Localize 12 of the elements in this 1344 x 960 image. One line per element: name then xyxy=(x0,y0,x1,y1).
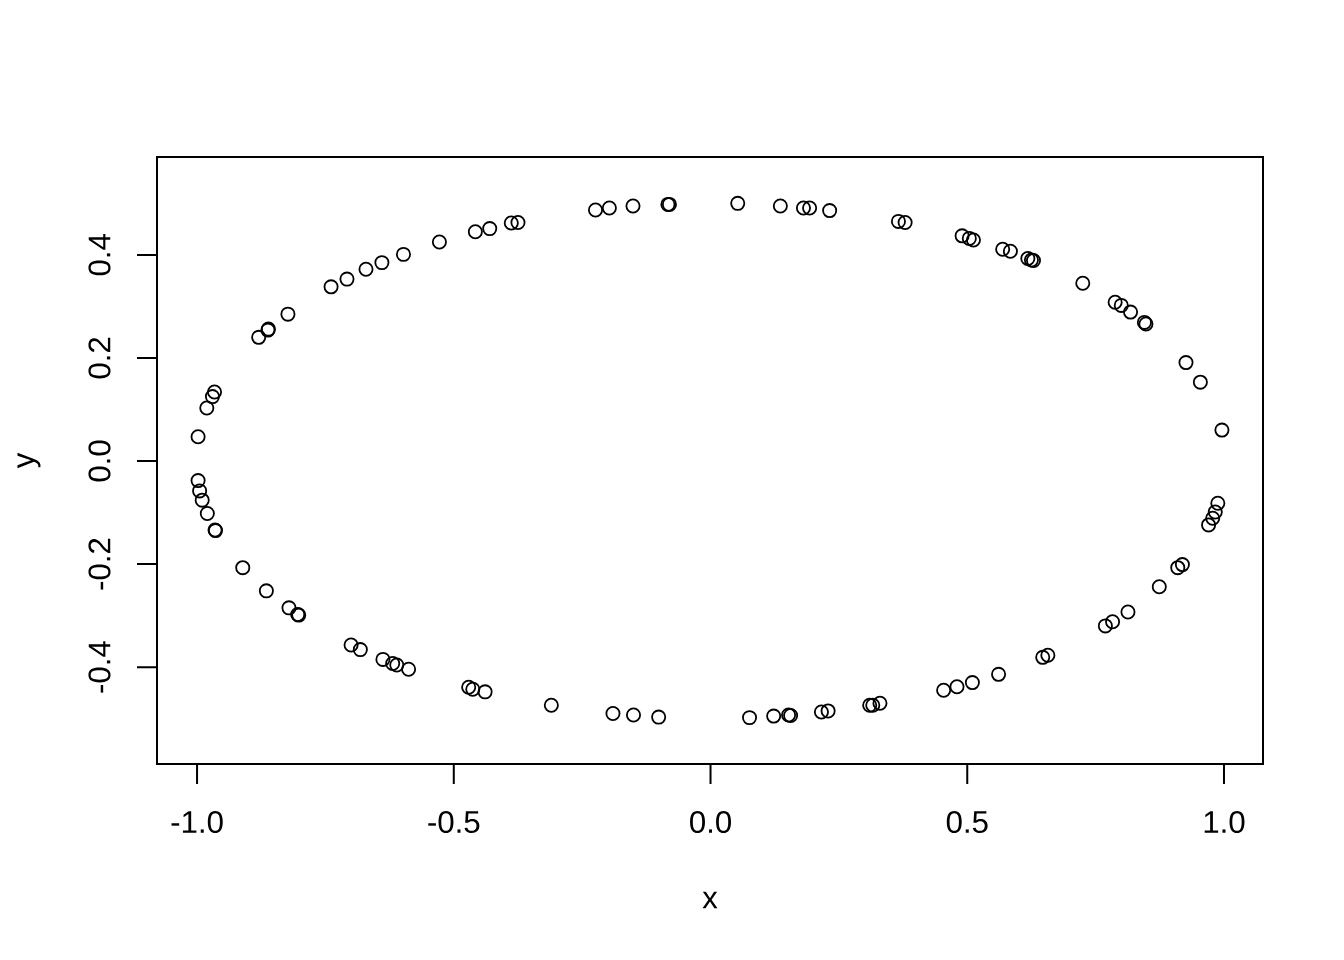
y-tick-label: -0.4 xyxy=(88,641,111,693)
y-tick-label: 0.2 xyxy=(88,337,111,379)
x-axis-title: x xyxy=(702,891,718,909)
x-tick-label: -1.0 xyxy=(171,810,223,834)
x-tick-label: -0.5 xyxy=(428,810,480,834)
y-axis-title: y xyxy=(17,452,41,469)
x-tick-label: 0.5 xyxy=(946,810,988,834)
y-tick-label: 0.0 xyxy=(88,440,111,482)
x-tick-label: 1.0 xyxy=(1204,810,1245,834)
y-tick-label: 0.4 xyxy=(88,234,111,276)
y-tick-label: -0.2 xyxy=(88,538,111,590)
x-tick-label: 0.0 xyxy=(690,810,732,834)
